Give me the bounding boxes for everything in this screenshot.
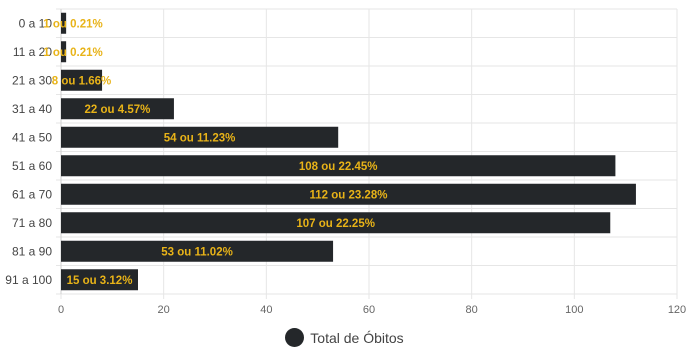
bar: [61, 12, 67, 34]
x-tick-label: 0: [58, 304, 64, 316]
y-tick-label: 11 a 20: [13, 45, 52, 59]
x-tick-label: 80: [466, 304, 478, 316]
data-label: 107 ou 22.25%: [296, 218, 375, 230]
bar: [61, 240, 334, 262]
y-tick-label: 61 a 70: [12, 187, 52, 201]
y-tick-label: 91 a 100: [5, 273, 52, 287]
data-label: 15 ou 3.12%: [67, 275, 133, 287]
data-label: 1 ou 0.21%: [43, 47, 102, 59]
y-tick-label: 31 a 40: [12, 102, 52, 116]
bar: [61, 155, 616, 177]
bar: [61, 98, 174, 120]
x-tick-label: 100: [565, 304, 583, 316]
y-tick-label: 41 a 50: [12, 130, 52, 144]
data-label: 22 ou 4.57%: [85, 104, 151, 116]
bar: [61, 269, 138, 291]
data-label: 54 ou 11.23%: [164, 132, 236, 144]
y-tick-label: 81 a 90: [12, 244, 52, 258]
legend-label: Total de Óbitos: [310, 329, 404, 346]
chart-legend[interactable]: Total de Óbitos: [0, 328, 689, 347]
bar: [61, 126, 339, 148]
y-tick-label: 51 a 60: [12, 159, 52, 173]
legend-swatch: [285, 328, 305, 347]
y-tick-label: 21 a 30: [12, 73, 52, 87]
x-tick-label: 40: [260, 304, 272, 316]
data-label: 108 ou 22.45%: [299, 161, 378, 173]
x-tick-label: 120: [668, 304, 686, 316]
bar: [61, 69, 103, 91]
data-label: 53 ou 11.02%: [161, 246, 233, 258]
x-tick-label: 20: [158, 304, 170, 316]
data-label: 8 ou 1.66%: [52, 75, 111, 87]
y-tick-label: 0 a 10: [19, 16, 53, 30]
bar: [61, 41, 67, 63]
y-tick-label: 71 a 80: [12, 216, 52, 230]
data-label: 112 ou 23.28%: [309, 189, 387, 201]
bar: [61, 183, 636, 205]
x-tick-label: 60: [363, 304, 375, 316]
data-label: 1 ou 0.21%: [43, 18, 102, 30]
bar: [61, 212, 611, 234]
